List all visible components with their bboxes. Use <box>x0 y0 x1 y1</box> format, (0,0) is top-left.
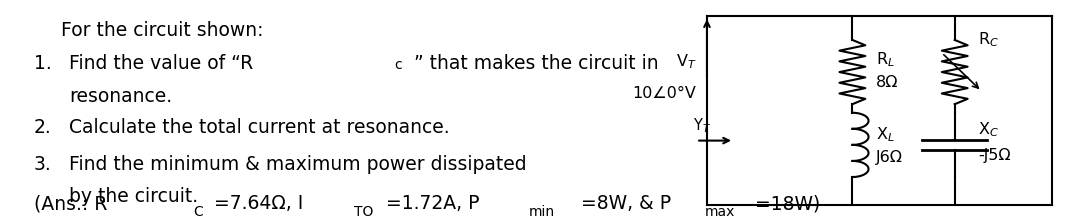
Text: For the circuit shown:: For the circuit shown: <box>60 21 264 40</box>
Text: min: min <box>529 205 555 219</box>
Text: R$_L$: R$_L$ <box>876 50 895 69</box>
Text: =1.72A, P: =1.72A, P <box>386 194 480 213</box>
Text: =8W, & P: =8W, & P <box>581 194 671 213</box>
Text: Find the minimum & maximum power dissipated: Find the minimum & maximum power dissipa… <box>69 154 527 174</box>
Text: 1.: 1. <box>33 54 52 73</box>
Text: TO: TO <box>353 205 373 219</box>
Text: X$_L$: X$_L$ <box>876 125 894 143</box>
Text: =18W): =18W) <box>755 194 821 213</box>
Text: Y$_T$: Y$_T$ <box>692 116 711 135</box>
Text: (Ans.: R: (Ans.: R <box>33 194 107 213</box>
Text: R$_C$: R$_C$ <box>978 31 999 49</box>
Text: J6Ω: J6Ω <box>876 150 903 165</box>
Text: 10∠0°V: 10∠0°V <box>632 86 697 101</box>
Text: V$_T$: V$_T$ <box>676 52 697 71</box>
Text: by the circuit.: by the circuit. <box>69 187 199 206</box>
Text: c: c <box>394 58 402 72</box>
Text: X$_C$: X$_C$ <box>978 121 999 139</box>
Text: -j5Ω: -j5Ω <box>978 148 1011 163</box>
Text: max: max <box>705 205 735 219</box>
Text: Find the value of “R: Find the value of “R <box>69 54 254 73</box>
Text: =7.64Ω, I: =7.64Ω, I <box>214 194 302 213</box>
Text: Calculate the total current at resonance.: Calculate the total current at resonance… <box>69 118 450 137</box>
Text: resonance.: resonance. <box>69 87 173 106</box>
Text: C: C <box>193 205 203 219</box>
Text: 3.: 3. <box>33 154 52 174</box>
Text: 8Ω: 8Ω <box>876 75 899 90</box>
Text: 2.: 2. <box>33 118 52 137</box>
Text: ” that makes the circuit in: ” that makes the circuit in <box>414 54 659 73</box>
